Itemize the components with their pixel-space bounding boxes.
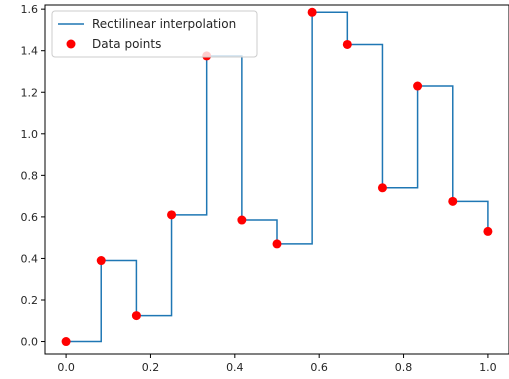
x-axis-ticks: 0.0 0.2 0.4 0.6 0.8 1.0 xyxy=(57,354,497,374)
data-point xyxy=(131,311,141,321)
x-tick-label: 0.4 xyxy=(226,361,244,374)
y-tick-label: 0.4 xyxy=(21,252,39,265)
plot-frame xyxy=(44,4,509,355)
x-tick-label: 0.2 xyxy=(142,361,160,374)
x-tick-label: 0.8 xyxy=(395,361,413,374)
y-tick-label: 0.0 xyxy=(21,336,39,349)
data-point xyxy=(237,215,247,225)
y-tick-label: 1.2 xyxy=(21,86,39,99)
legend-box xyxy=(51,10,258,58)
data-point xyxy=(342,39,352,49)
data-point xyxy=(96,256,106,266)
legend-point-swatch xyxy=(66,39,76,49)
data-point xyxy=(272,239,282,249)
y-tick-label: 1.4 xyxy=(21,45,39,58)
data-point xyxy=(377,183,387,193)
y-tick-label: 1.0 xyxy=(21,128,39,141)
legend-label-points: Data points xyxy=(92,37,161,51)
data-point xyxy=(483,226,493,236)
legend: Rectilinear interpolation Data points xyxy=(51,10,258,58)
y-axis-ticks: 0.0 0.2 0.4 0.6 0.8 1.0 1.2 1.4 1.6 xyxy=(21,3,45,349)
x-tick-label: 0.0 xyxy=(57,361,75,374)
data-point xyxy=(413,81,423,91)
data-point xyxy=(167,210,177,220)
x-tick-label: 1.0 xyxy=(479,361,497,374)
y-tick-label: 0.2 xyxy=(21,294,39,307)
y-tick-label: 0.6 xyxy=(21,211,39,224)
series-layer xyxy=(61,7,493,347)
x-tick-label: 0.6 xyxy=(310,361,328,374)
data-point xyxy=(307,7,317,17)
legend-label-line: Rectilinear interpolation xyxy=(92,17,236,31)
y-tick-label: 1.6 xyxy=(21,3,39,16)
y-tick-label: 0.8 xyxy=(21,169,39,182)
data-point xyxy=(61,337,71,347)
data-point xyxy=(448,196,458,206)
